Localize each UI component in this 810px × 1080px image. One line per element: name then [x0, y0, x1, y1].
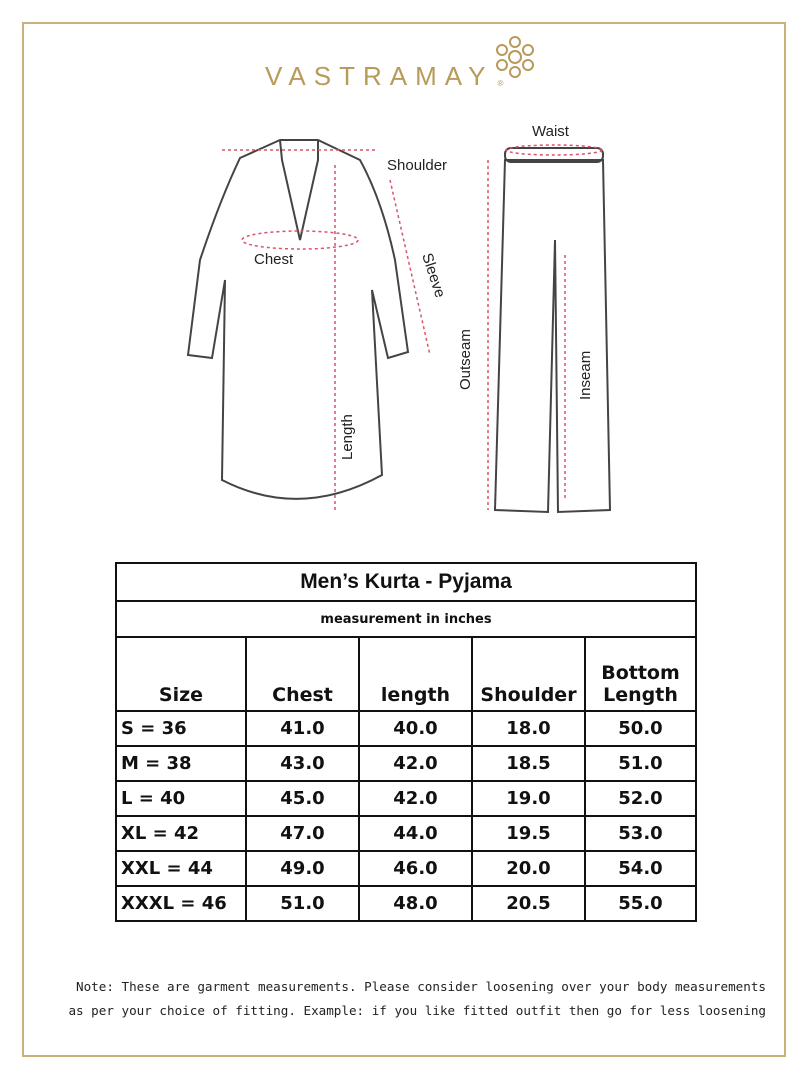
cell-bottom-length: 55.0 — [584, 885, 697, 922]
cell-chest: 51.0 — [245, 885, 360, 922]
table-row: XXXL = 46 51.0 48.0 20.5 55.0 — [115, 885, 697, 922]
gold-frame — [22, 22, 786, 1057]
header-bottom-length: Bottom Length — [584, 636, 697, 712]
cell-chest: 41.0 — [245, 710, 360, 747]
cell-bottom-length: 51.0 — [584, 745, 697, 782]
header-shoulder: Shoulder — [471, 636, 586, 712]
brand-name: VASTRAMAY — [265, 61, 494, 91]
cell-length: 46.0 — [358, 850, 473, 887]
cell-bottom-length: 54.0 — [584, 850, 697, 887]
cell-shoulder: 20.5 — [471, 885, 586, 922]
size-table: Men’s Kurta - Pyjama measurement in inch… — [115, 562, 697, 922]
registered-mark: ® — [497, 79, 504, 88]
header-size: Size — [115, 636, 247, 712]
cell-chest: 49.0 — [245, 850, 360, 887]
kurta-drawing — [186, 139, 410, 500]
cell-length: 40.0 — [358, 710, 473, 747]
label-waist: Waist — [532, 123, 570, 140]
cell-size: L = 40 — [115, 780, 247, 817]
label-inseam: Inseam — [577, 351, 594, 400]
cell-length: 48.0 — [358, 885, 473, 922]
brand-header: VASTRAMAY ® — [265, 60, 503, 92]
measurement-diagram: Shoulder Chest Sleeve Length Waist Outse… — [186, 123, 612, 514]
cell-bottom-length: 53.0 — [584, 815, 697, 852]
table-row: M = 38 43.0 42.0 18.5 51.0 — [115, 745, 697, 782]
cell-size: XXL = 44 — [115, 850, 247, 887]
header-chest: Chest — [245, 636, 360, 712]
table-row: XL = 42 47.0 44.0 19.5 53.0 — [115, 815, 697, 852]
cell-size: XL = 42 — [115, 815, 247, 852]
table-subtitle: measurement in inches — [115, 600, 697, 638]
cell-size: M = 38 — [115, 745, 247, 782]
table-row: S = 36 41.0 40.0 18.0 50.0 — [115, 710, 697, 747]
cell-size: S = 36 — [115, 710, 247, 747]
cell-length: 42.0 — [358, 780, 473, 817]
note-text: Note: These are garment measurements. Pl… — [40, 975, 766, 1023]
cell-length: 44.0 — [358, 815, 473, 852]
cell-size: XXXL = 46 — [115, 885, 247, 922]
label-shoulder: Shoulder — [387, 157, 447, 174]
table-row: L = 40 45.0 42.0 19.0 52.0 — [115, 780, 697, 817]
label-sleeve: Sleeve — [418, 251, 448, 300]
label-chest: Chest — [254, 251, 294, 268]
cell-length: 42.0 — [358, 745, 473, 782]
cell-shoulder: 19.5 — [471, 815, 586, 852]
brand-logo-icon — [496, 36, 534, 78]
note-line-2: as per your choice of fitting. Example: … — [68, 1003, 766, 1018]
pyjama-drawing — [493, 147, 612, 514]
cell-shoulder: 18.0 — [471, 710, 586, 747]
cell-chest: 45.0 — [245, 780, 360, 817]
label-length: Length — [339, 414, 356, 460]
cell-chest: 43.0 — [245, 745, 360, 782]
table-title: Men’s Kurta - Pyjama — [115, 562, 697, 602]
note-line-1: Note: These are garment measurements. Pl… — [76, 979, 766, 994]
cell-bottom-length: 52.0 — [584, 780, 697, 817]
cell-shoulder: 20.0 — [471, 850, 586, 887]
header-length: length — [358, 636, 473, 712]
table-row: XXL = 44 49.0 46.0 20.0 54.0 — [115, 850, 697, 887]
table-header-row: Size Chest length Shoulder Bottom Length — [115, 636, 697, 712]
cell-shoulder: 18.5 — [471, 745, 586, 782]
cell-shoulder: 19.0 — [471, 780, 586, 817]
cell-bottom-length: 50.0 — [584, 710, 697, 747]
cell-chest: 47.0 — [245, 815, 360, 852]
label-outseam: Outseam — [457, 329, 474, 390]
